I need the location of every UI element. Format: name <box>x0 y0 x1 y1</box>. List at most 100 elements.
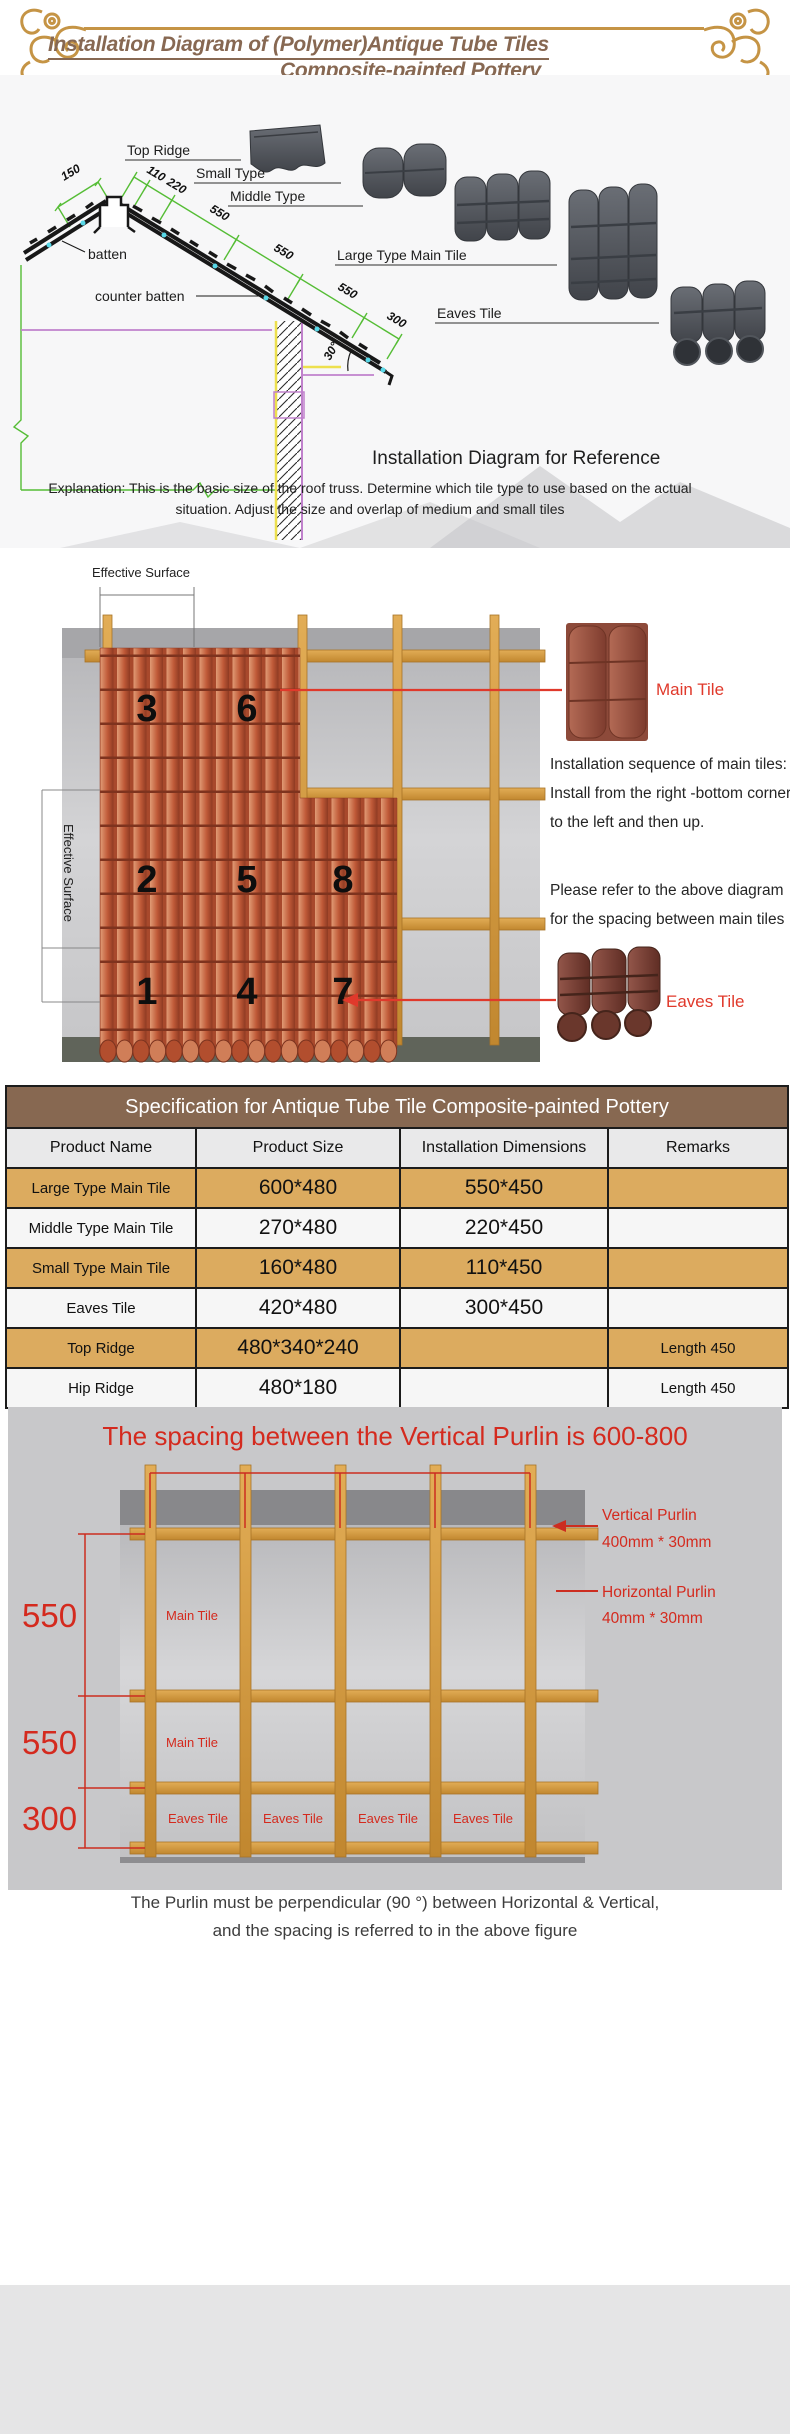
purlin-spacing-section: The spacing between the Vertical Purlin … <box>8 1407 782 1890</box>
row5-remarks: Length 450 <box>660 1379 736 1397</box>
sequence-numbers: 1 2 3 4 5 6 7 8 <box>136 688 353 1013</box>
tile-number-7: 7 <box>332 971 353 1013</box>
dim-550b: 550 <box>271 241 296 263</box>
middle-type-tile-image <box>454 170 551 242</box>
dim-300: 300 <box>384 309 409 331</box>
perpendicular-note-line2: and the spacing is referred to in the ab… <box>212 1921 578 1940</box>
eaves-label-4: Eaves Tile <box>453 1811 513 1826</box>
vertical-purlin-size: 400mm * 30mm <box>602 1534 711 1551</box>
perpendicular-note-line1: The Purlin must be perpendicular (90 °) … <box>130 1893 660 1912</box>
vertical-purlin-arrow-icon <box>552 1520 566 1532</box>
table-row: Middle Type Main Tile 270*480 220*450 <box>7 1209 787 1249</box>
header-frame <box>20 8 770 75</box>
purlin-title: The spacing between the Vertical Purlin … <box>102 1421 688 1451</box>
eaves-label-2: Eaves Tile <box>263 1811 323 1826</box>
gold-ornament-left-icon <box>20 8 87 75</box>
table-row: Eaves Tile 420*480 300*450 <box>7 1289 787 1329</box>
roof-slope-lines <box>22 199 394 386</box>
effective-surface-top-label: Effective Surface <box>92 565 190 580</box>
row4-install <box>401 1329 609 1367</box>
ridge-cap-profile <box>98 195 130 227</box>
row4-name: Top Ridge <box>7 1329 197 1367</box>
row1-name: Middle Type Main Tile <box>7 1209 197 1247</box>
sequence-paragraph-2: Please refer to the above diagram for th… <box>550 882 785 928</box>
fixing-dots <box>46 220 386 373</box>
roof-callouts: Top Ridge Small Type Middle Type Large T… <box>61 142 659 324</box>
label-small-type: Small Type <box>196 165 265 181</box>
col-installation-dimensions: Installation Dimensions <box>401 1129 609 1167</box>
row0-name: Large Type Main Tile <box>7 1169 197 1207</box>
eaves-pointer-arrowhead-icon <box>342 993 358 1007</box>
eaves-tile-product-image <box>557 946 661 1042</box>
label-middle-type: Middle Type <box>230 188 305 204</box>
dim-550a: 550 <box>207 202 232 224</box>
wall-section <box>21 321 374 540</box>
row1-remarks <box>609 1209 787 1247</box>
label-eaves-tile: Eaves Tile <box>437 305 502 321</box>
large-type-tile-image <box>568 183 658 301</box>
dim-550-row2: 550 <box>22 1724 77 1761</box>
roof-truss-drawing: 30° 150 110 220 550 550 550 300 <box>12 124 766 540</box>
row1-install: 220*450 <box>401 1209 609 1247</box>
dim-300-row3: 300 <box>22 1800 77 1837</box>
dim-150: 150 <box>58 161 83 183</box>
row4-size: 480*340*240 <box>197 1329 401 1367</box>
mountain-watermark <box>60 466 790 548</box>
effective-surface-left-annotation: Effective Surface <box>41 789 100 1003</box>
eaves-tile-label: Eaves Tile <box>666 992 744 1011</box>
vertical-purlin-label: Vertical Purlin <box>602 1507 697 1524</box>
label-counter-batten: counter batten <box>95 288 185 304</box>
green-dimension-lines <box>12 171 403 499</box>
row3-remarks <box>609 1289 787 1327</box>
tile-number-2: 2 <box>136 859 157 901</box>
gold-ornament-right-icon <box>703 8 770 75</box>
row3-size: 420*480 <box>197 1289 401 1327</box>
tile-number-8: 8 <box>332 859 353 901</box>
spec-table-header-row: Product Name Product Size Installation D… <box>7 1129 787 1169</box>
dim-550-row1: 550 <box>22 1597 77 1634</box>
tile-number-4: 4 <box>236 971 257 1013</box>
row0-remarks <box>609 1169 787 1207</box>
footer-gray-band <box>0 2285 790 2434</box>
label-top-ridge: Top Ridge <box>127 142 190 158</box>
row4-remarks: Length 450 <box>660 1339 736 1357</box>
row2-size: 160*480 <box>197 1249 401 1287</box>
horizontal-purlin-size: 40mm * 30mm <box>602 1610 703 1627</box>
eaves-round-caps <box>99 1039 398 1063</box>
table-row: Large Type Main Tile 600*480 550*450 <box>7 1169 787 1209</box>
label-batten: batten <box>88 246 127 262</box>
gold-rule <box>84 27 704 30</box>
row5-install <box>401 1369 609 1407</box>
purlin-grid-diagram: 550 550 300 Main Tile Main Tile Eaves Ti… <box>22 1464 716 1863</box>
col-product-size: Product Size <box>197 1129 401 1167</box>
row2-name: Small Type Main Tile <box>7 1249 197 1287</box>
effective-surface-top-annotation: Effective Surface <box>92 565 195 647</box>
row0-install: 550*450 <box>401 1169 609 1207</box>
purlin-dim-labels: 550 550 300 Main Tile Main Tile Eaves Ti… <box>22 1597 513 1837</box>
explanation-line2: situation. Adjust the size and overlap o… <box>175 501 565 517</box>
main-tile-row1-label: Main Tile <box>166 1608 218 1623</box>
row3-name: Eaves Tile <box>7 1289 197 1327</box>
sequence-paragraph-1: Installation sequence of main tiles: Ins… <box>550 756 790 831</box>
main-tile-row2-label: Main Tile <box>166 1735 218 1750</box>
row5-name: Hip Ridge <box>7 1369 197 1407</box>
explanation-line1: Explanation: This is the basic size of t… <box>48 480 692 496</box>
eaves-tile-image <box>670 280 766 366</box>
row2-remarks <box>609 1249 787 1287</box>
col-remarks: Remarks <box>665 1139 730 1156</box>
tile-number-3: 3 <box>136 688 157 730</box>
purlin-side-annotations: Vertical Purlin 400mm * 30mm Horizontal … <box>552 1507 716 1627</box>
batten-marks <box>29 201 368 351</box>
table-row: Hip Ridge 480*180 Length 450 <box>7 1369 787 1407</box>
header: Installation Diagram of (Polymer)Antique… <box>0 0 790 86</box>
col-product-name: Product Name <box>7 1129 197 1167</box>
main-tile-label: Main Tile <box>656 680 724 699</box>
dim-220: 220 <box>164 174 190 197</box>
red-dimension-lines <box>78 1472 531 1849</box>
row2-install: 110*450 <box>401 1249 609 1287</box>
label-large-type: Large Type Main Tile <box>337 247 467 263</box>
dim-110: 110 <box>144 163 168 185</box>
row1-size: 270*480 <box>197 1209 401 1247</box>
row5-size: 480*180 <box>197 1369 401 1407</box>
